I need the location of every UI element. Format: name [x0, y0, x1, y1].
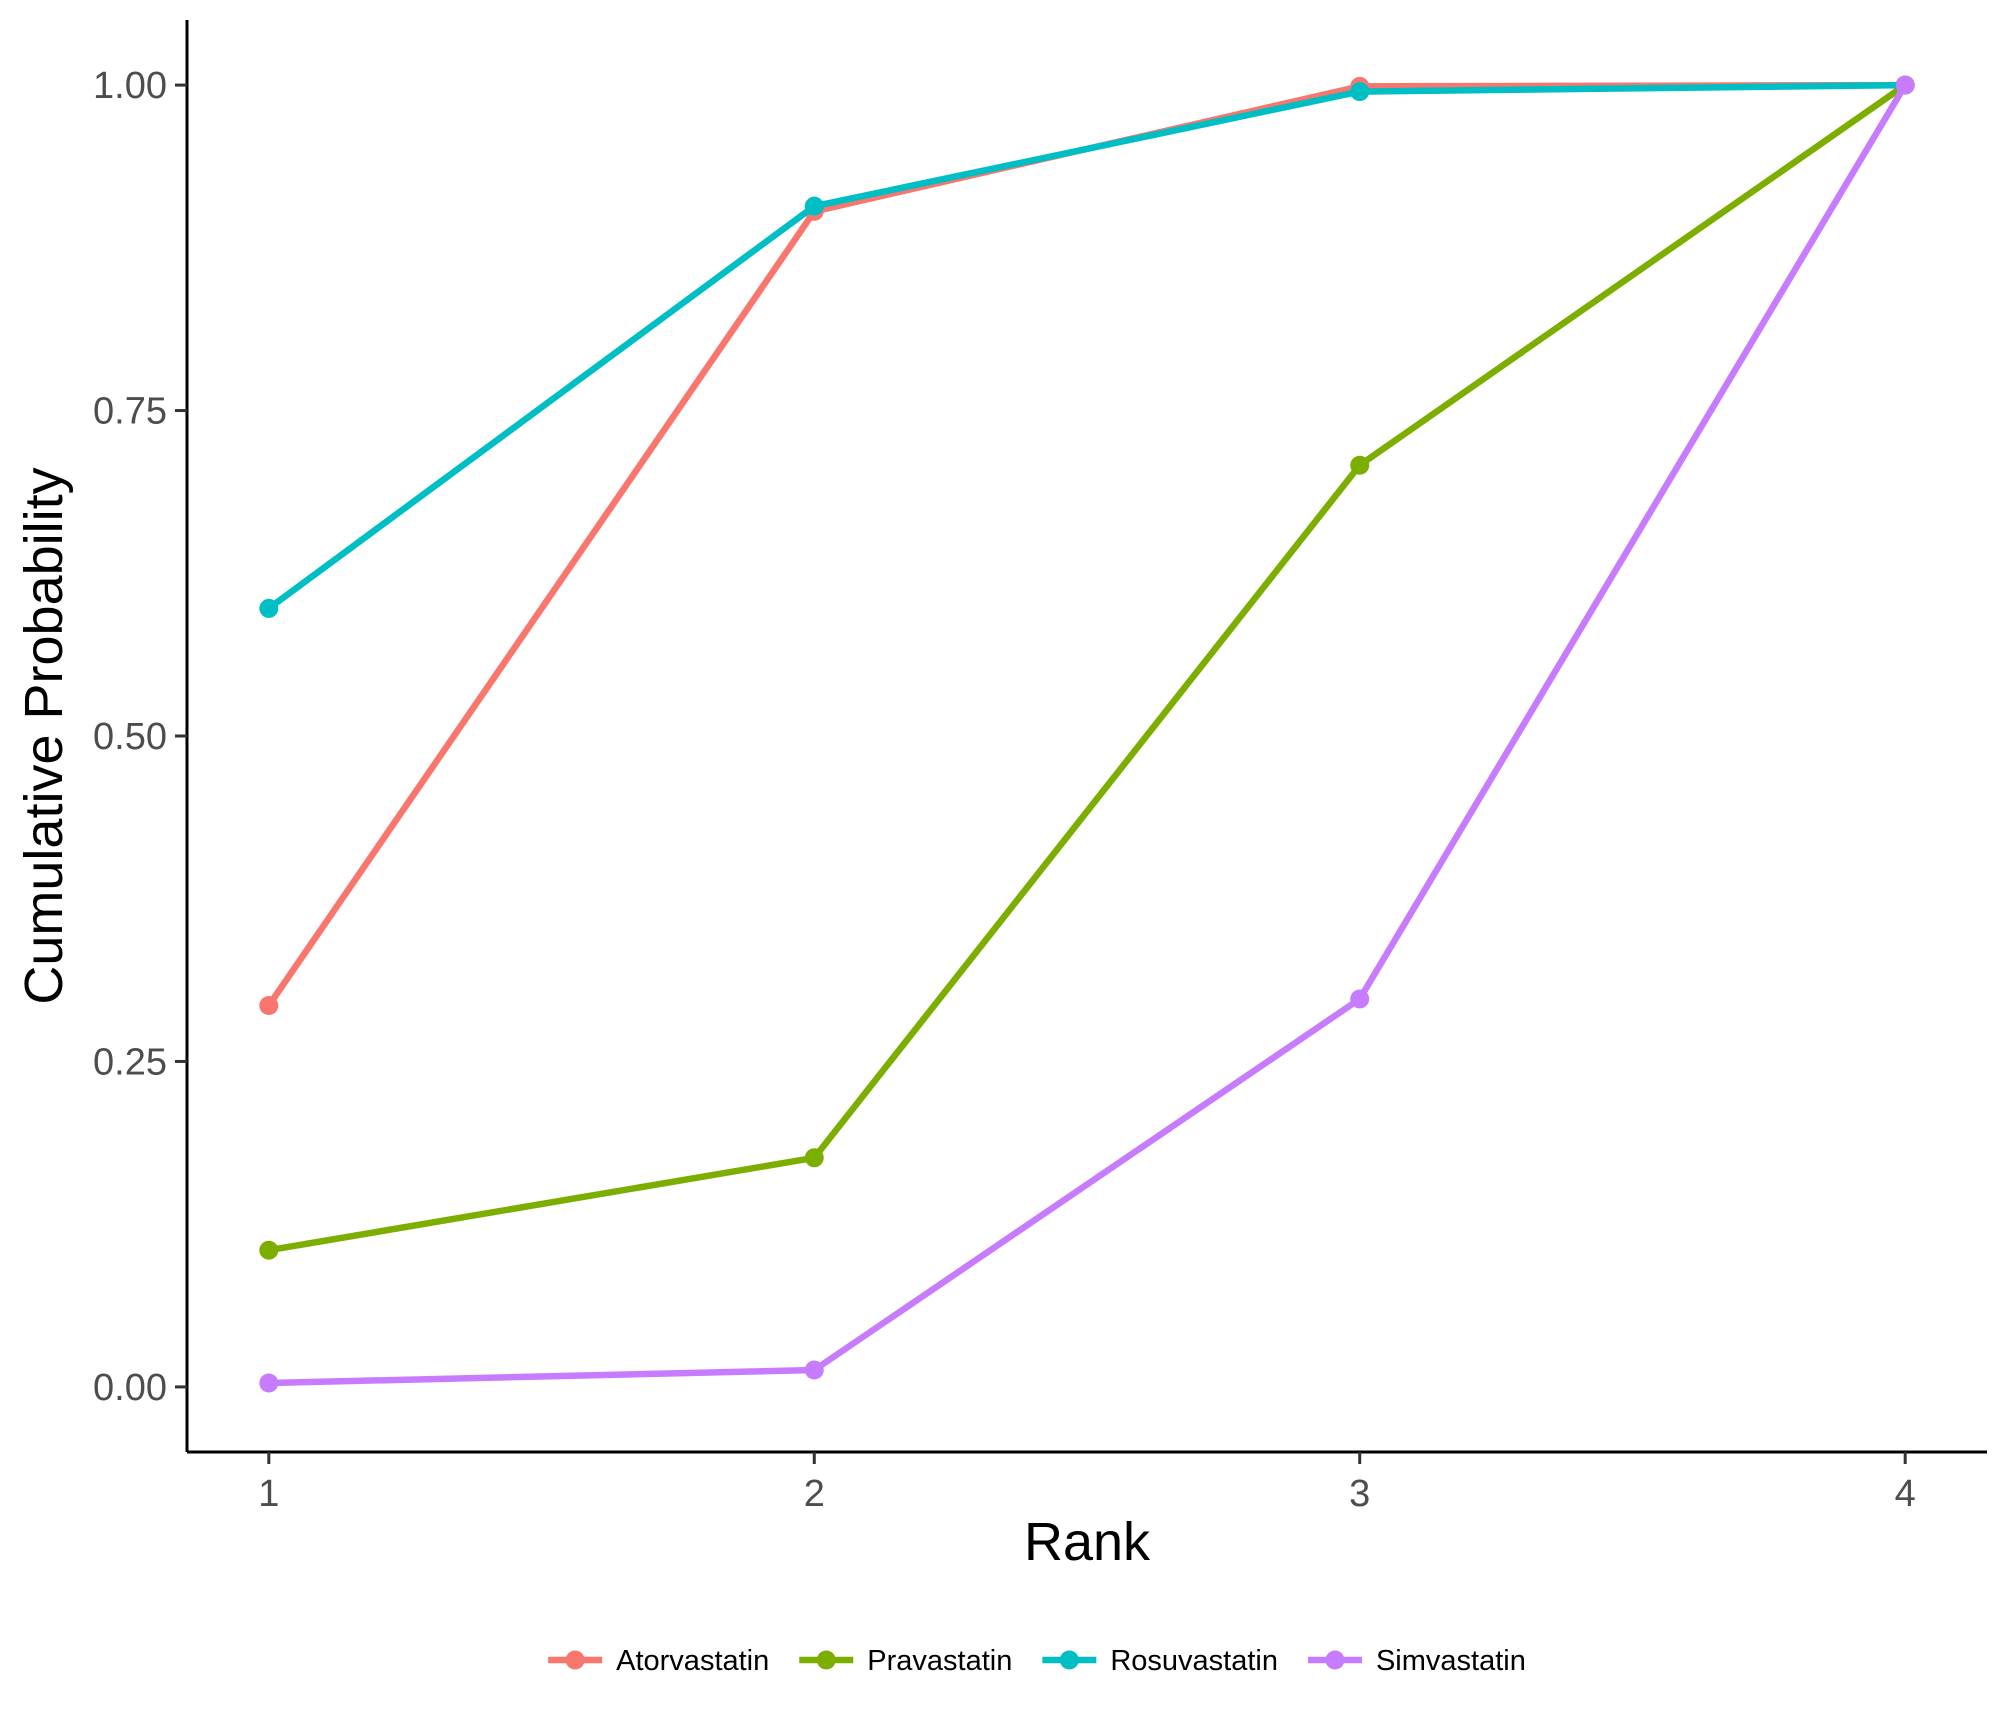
x-tick-label: 4 [1895, 1473, 1916, 1515]
y-tick-label: 1.00 [93, 65, 167, 107]
x-axis-title: Rank [1024, 1512, 1151, 1572]
x-tick-label: 1 [258, 1473, 279, 1515]
series-pravastatin [259, 75, 1915, 1260]
legend-key-point [565, 1650, 585, 1670]
data-point [804, 196, 824, 216]
y-tick-label: 0.50 [93, 716, 167, 758]
legend-item-rosuvastatin: Rosuvastatin [1042, 1645, 1278, 1677]
data-point [259, 995, 279, 1015]
legend-key-point [1059, 1650, 1079, 1670]
series-line [266, 81, 1906, 1008]
plot-area: 0.00 0.25 0.50 0.75 1.00 1 2 3 4 [93, 20, 1987, 1515]
legend-label: Atorvastatin [616, 1645, 769, 1677]
legend-item-atorvastatin: Atorvastatin [548, 1645, 769, 1677]
legend-item-pravastatin: Pravastatin [799, 1645, 1012, 1677]
data-point [804, 1148, 824, 1168]
series-line [268, 82, 1908, 1254]
data-point [259, 598, 279, 618]
series-line [266, 81, 1906, 612]
legend-label: Pravastatin [867, 1645, 1012, 1677]
y-tick-label: 0.00 [93, 1367, 167, 1409]
data-point [259, 1373, 279, 1393]
y-tick-label: 0.75 [93, 391, 167, 433]
x-tick-label: 2 [804, 1473, 825, 1515]
legend: Atorvastatin Pravastatin Rosuvastatin Simva… [548, 1645, 1526, 1677]
y-axis-title: Cumulative Probability [14, 467, 74, 1004]
legend-label: Rosuvastatin [1110, 1645, 1278, 1677]
data-point [1895, 75, 1915, 95]
legend-item-simvastatin: Simvastatin [1307, 1645, 1526, 1677]
series-simvastatin [259, 75, 1915, 1393]
data-point [259, 1240, 279, 1260]
data-point [804, 1360, 824, 1380]
x-tick-label: 3 [1349, 1473, 1370, 1515]
data-point [1350, 82, 1370, 102]
series-layer [259, 75, 1915, 1393]
series-atorvastatin [259, 75, 1915, 1015]
series-rosuvastatin [259, 75, 1915, 618]
data-point [1350, 455, 1370, 475]
x-axis-ticks: 1 2 3 4 [258, 1452, 1916, 1515]
y-axis-ticks: 0.00 0.25 0.50 0.75 1.00 [93, 65, 187, 1409]
y-tick-label: 0.25 [93, 1041, 167, 1083]
legend-label: Simvastatin [1376, 1645, 1526, 1677]
series-line [268, 83, 1908, 1387]
data-point [1350, 989, 1370, 1009]
legend-key-point [1325, 1650, 1345, 1670]
legend-key-point [816, 1650, 836, 1670]
